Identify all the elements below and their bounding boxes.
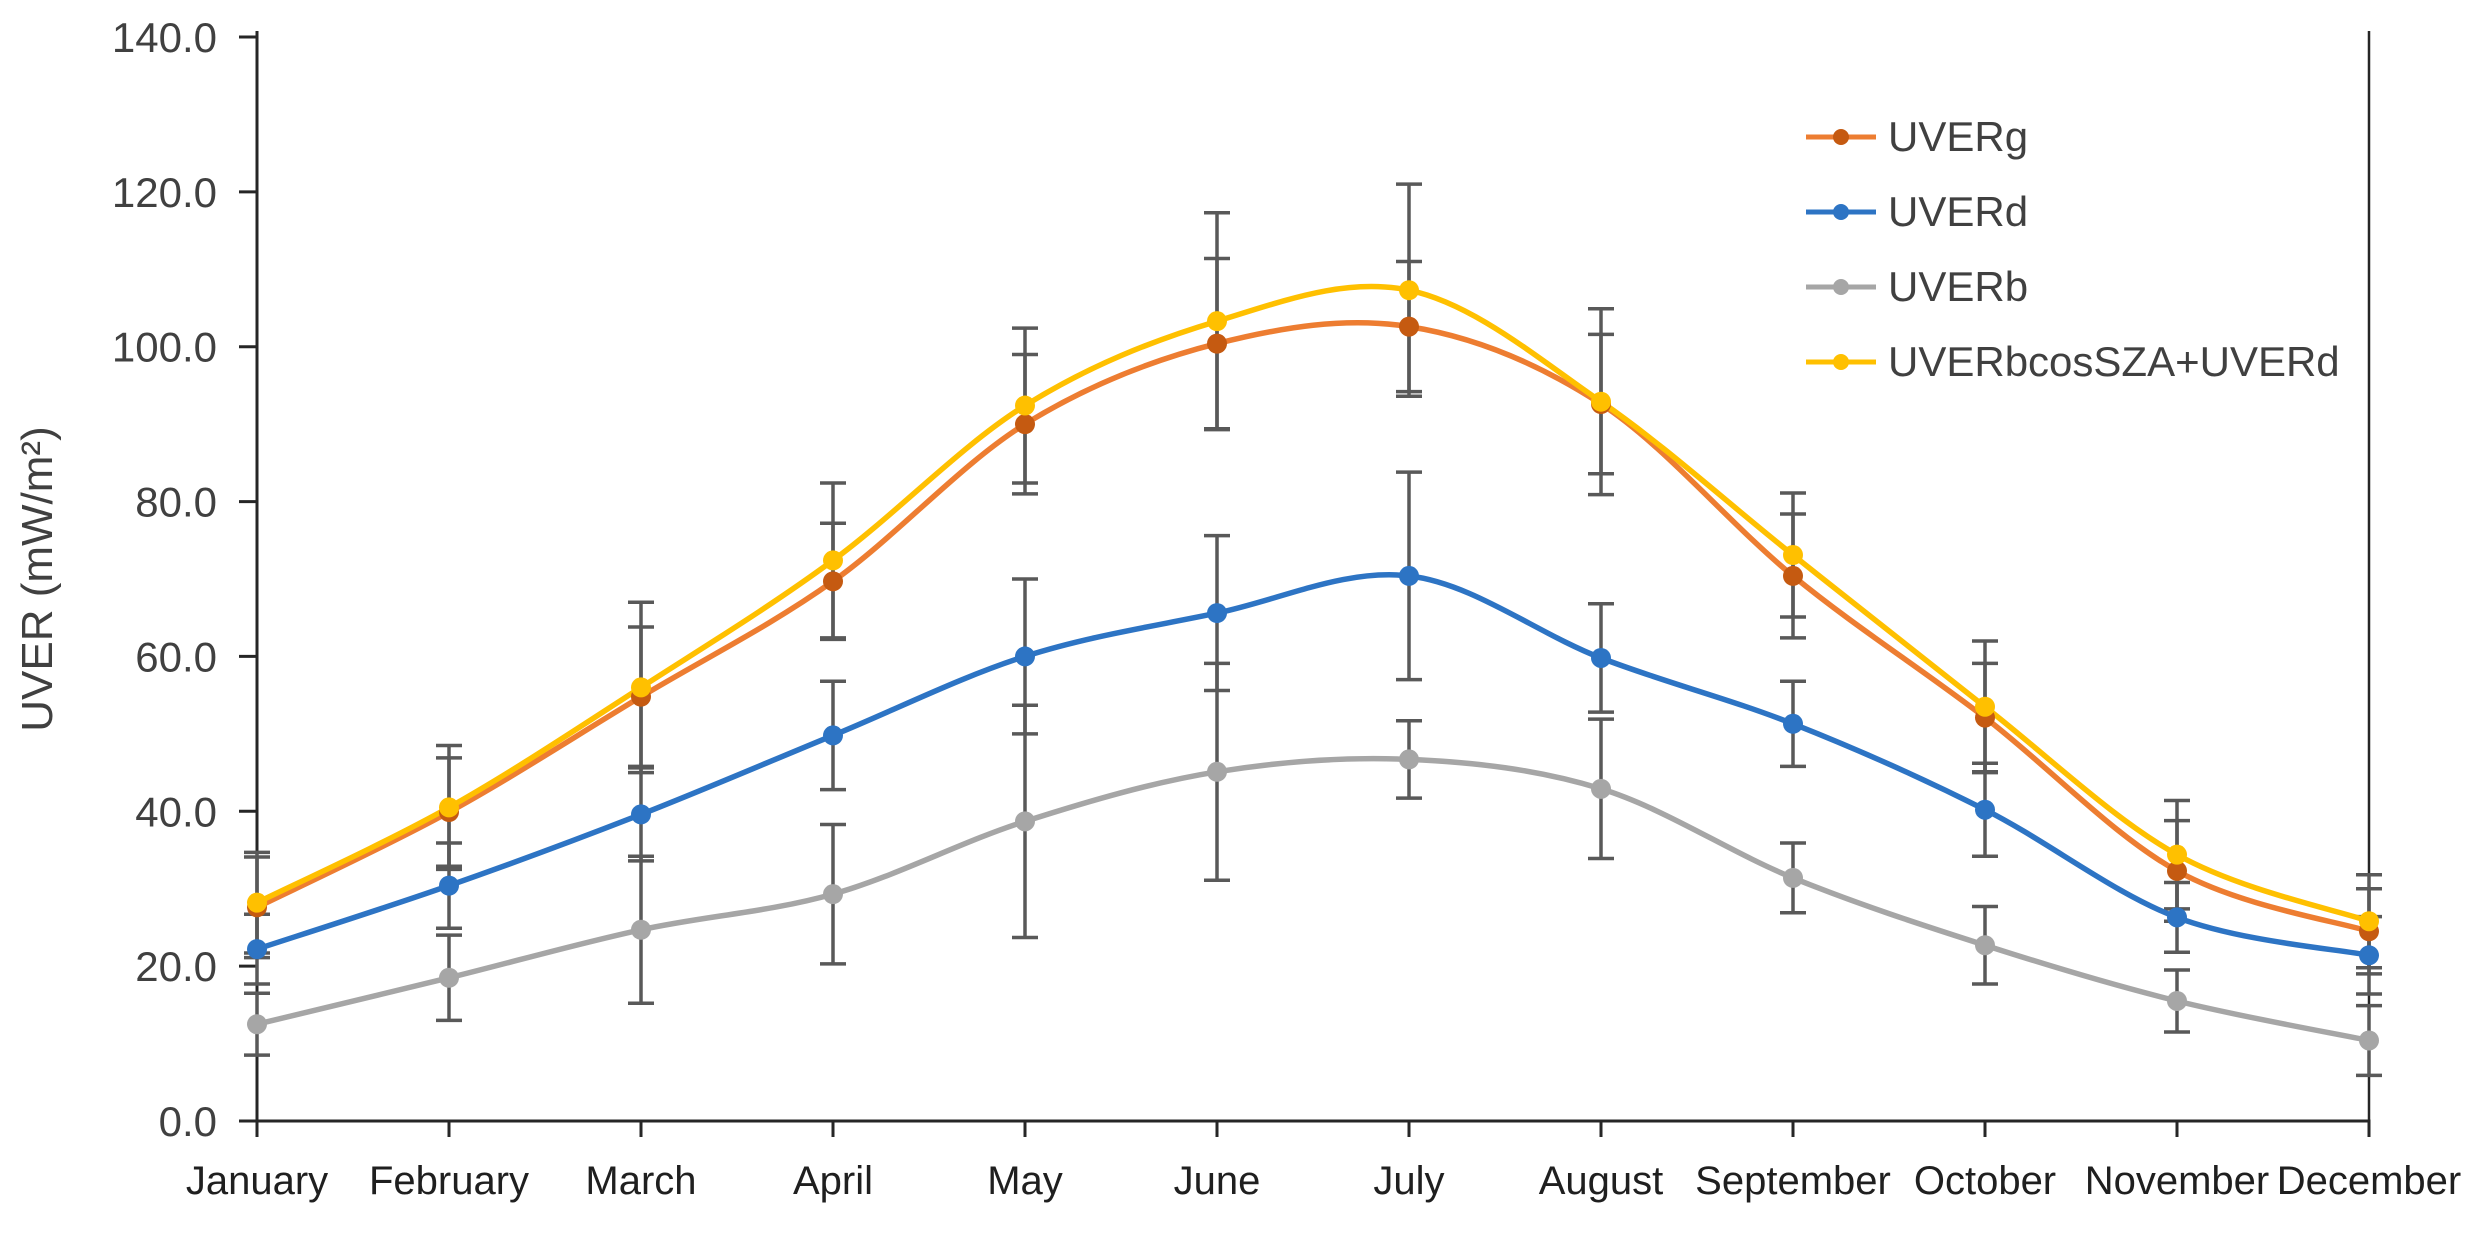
legend-item-UVERg: UVERg	[1806, 113, 2028, 160]
data-point-UVERb	[631, 919, 651, 940]
series-line-UVERd	[254, 572, 2372, 959]
series-line-UVERb	[254, 755, 2372, 1044]
data-point-UVERbcosSZA+UVERd	[439, 797, 459, 818]
legend-label: UVERbcosSZA+UVERd	[1888, 338, 2340, 385]
month-label: March	[585, 1159, 696, 1203]
series-line-UVERbcosSZA+UVERd	[254, 283, 2372, 924]
data-point-UVERd	[1015, 646, 1035, 667]
data-point-UVERbcosSZA+UVERd	[247, 892, 267, 913]
data-point-UVERg	[1399, 316, 1419, 337]
data-point-UVERbcosSZA+UVERd	[631, 677, 651, 698]
y-tick-label: 140.0	[112, 14, 217, 61]
data-point-UVERb	[1975, 935, 1995, 956]
month-label: February	[369, 1159, 529, 1203]
month-label: June	[1174, 1159, 1261, 1203]
legend-label: UVERg	[1888, 113, 2028, 160]
data-point-UVERg	[1015, 414, 1035, 435]
legend: UVERg UVERd UVERb UVERbcosSZA+UVERd	[1806, 113, 2340, 385]
series-lines	[254, 283, 2372, 1044]
data-point-UVERbcosSZA+UVERd	[1783, 544, 1803, 565]
data-point-UVERd	[439, 875, 459, 896]
y-tick-labels: 0.0 20.0 40.0 60.0 80.0 100.0 120.0 140.0	[112, 14, 217, 1145]
legend-item-UVERbcosSZA+UVERd: UVERbcosSZA+UVERd	[1806, 338, 2340, 385]
y-tick-label: 80.0	[135, 479, 217, 526]
data-point-UVERb	[2359, 1030, 2379, 1051]
x-month-labels: January February March April May June July Augu…	[186, 1159, 2461, 1203]
data-point-UVERg	[1783, 565, 1803, 586]
data-point-UVERbcosSZA+UVERd	[1207, 311, 1227, 332]
month-label: July	[1373, 1159, 1444, 1203]
y-tick-label: 100.0	[112, 324, 217, 371]
y-axis-title: UVER (mW/m²)	[13, 426, 62, 732]
data-point-UVERb	[247, 1014, 267, 1035]
month-label: January	[186, 1159, 328, 1203]
y-tick-label: 20.0	[135, 943, 217, 990]
y-tick-label: 40.0	[135, 788, 217, 835]
legend-marker	[1833, 204, 1849, 220]
data-point-UVERbcosSZA+UVERd	[1399, 280, 1419, 301]
axes	[239, 31, 2371, 1137]
data-point-UVERbcosSZA+UVERd	[1015, 395, 1035, 416]
data-point-UVERd	[631, 804, 651, 825]
month-label: August	[1539, 1159, 1664, 1203]
legend-marker	[1833, 279, 1849, 295]
y-tick-label: 0.0	[159, 1098, 217, 1145]
data-point-UVERd	[1591, 647, 1611, 668]
data-point-UVERb	[1399, 749, 1419, 770]
legend-item-UVERd: UVERd	[1806, 188, 2028, 235]
data-point-UVERd	[2167, 907, 2187, 928]
legend-item-UVERb: UVERb	[1806, 263, 2028, 310]
data-point-UVERd	[1783, 713, 1803, 734]
data-point-UVERb	[1015, 811, 1035, 832]
data-point-UVERg	[1207, 333, 1227, 354]
legend-label: UVERd	[1888, 188, 2028, 235]
legend-label: UVERb	[1888, 263, 2028, 310]
month-label: November	[2085, 1159, 2270, 1203]
data-point-UVERbcosSZA+UVERd	[2359, 911, 2379, 932]
data-point-UVERd	[823, 725, 843, 746]
month-label: April	[793, 1159, 873, 1203]
data-point-UVERd	[247, 939, 267, 960]
data-point-UVERbcosSZA+UVERd	[1591, 391, 1611, 412]
month-label: October	[1914, 1159, 2056, 1203]
data-point-UVERg	[823, 571, 843, 592]
data-point-UVERbcosSZA+UVERd	[823, 550, 843, 571]
month-label: May	[987, 1159, 1063, 1203]
data-point-UVERd	[2359, 945, 2379, 966]
data-point-UVERd	[1975, 799, 1995, 820]
month-label: September	[1695, 1159, 1891, 1203]
legend-marker	[1833, 129, 1849, 145]
error-bars	[244, 182, 2382, 1078]
series-markers	[247, 280, 2379, 1051]
month-label: December	[2277, 1159, 2462, 1203]
y-tick-label: 120.0	[112, 169, 217, 216]
data-point-UVERbcosSZA+UVERd	[2167, 844, 2187, 865]
y-tick-label: 60.0	[135, 633, 217, 680]
series-line-UVERg	[254, 319, 2372, 935]
data-point-UVERd	[1399, 565, 1419, 586]
data-point-UVERb	[2167, 990, 2187, 1011]
data-point-UVERb	[1783, 867, 1803, 888]
data-point-UVERb	[1591, 778, 1611, 799]
data-point-UVERb	[1207, 761, 1227, 782]
data-point-UVERd	[1207, 603, 1227, 624]
data-point-UVERb	[823, 884, 843, 905]
data-point-UVERb	[439, 967, 459, 988]
legend-marker	[1833, 354, 1849, 370]
data-point-UVERg	[2167, 860, 2187, 881]
data-point-UVERbcosSZA+UVERd	[1975, 696, 1995, 717]
